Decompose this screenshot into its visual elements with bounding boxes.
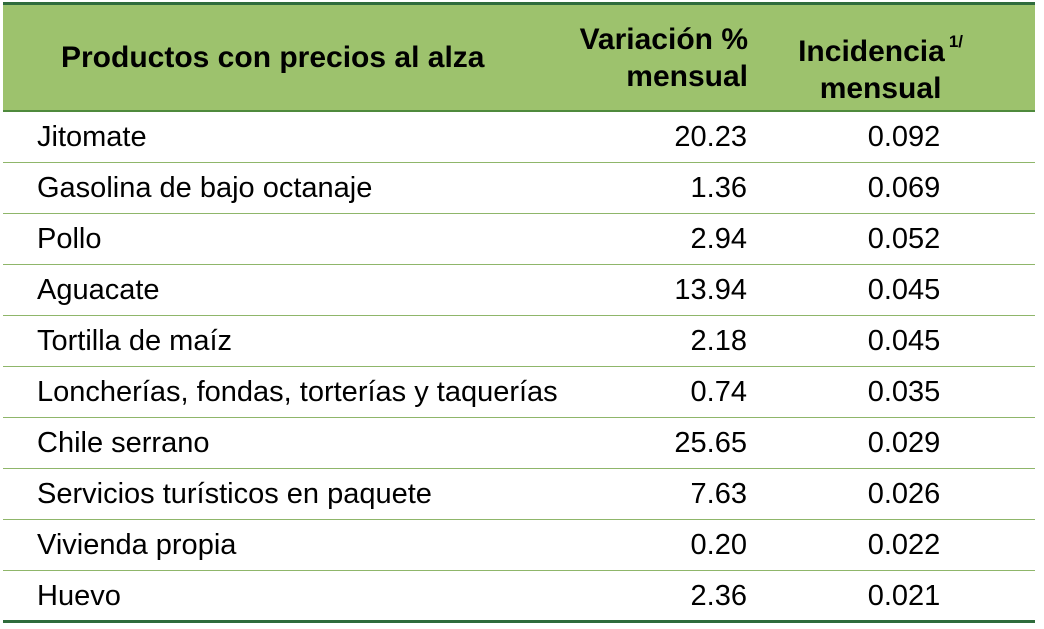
table-row: Jitomate 20.23 0.092 [3, 112, 1035, 163]
product-cell: Gasolina de bajo octanaje [37, 172, 373, 204]
header-incidence-note: 1/ [948, 32, 963, 51]
incidence-cell: 0.092 [867, 121, 941, 153]
table-row: Servicios turísticos en paquete 7.63 0.026 [3, 469, 1035, 520]
header-incidence-line2: mensual [819, 72, 942, 105]
product-cell: Tortilla de maíz [37, 325, 233, 357]
variation-cell: 2.36 [690, 580, 747, 612]
header-variation-line2: mensual [626, 60, 748, 93]
incidence-cell: 0.029 [867, 427, 941, 459]
variation-cell: 0.20 [690, 529, 747, 561]
variation-cell: 0.74 [690, 376, 747, 408]
variation-cell: 13.94 [674, 274, 747, 306]
product-cell: Jitomate [37, 121, 147, 153]
table-row: Vivienda propia 0.20 0.022 [3, 520, 1035, 571]
table-row: Tortilla de maíz 2.18 0.045 [3, 316, 1035, 367]
product-cell: Aguacate [37, 274, 160, 306]
top-rule [3, 2, 1035, 5]
header-incidence: Incidencia 1/ mensual [798, 23, 963, 107]
incidence-cell: 0.022 [867, 529, 941, 561]
product-cell: Chile serrano [37, 427, 210, 459]
incidence-cell: 0.026 [867, 478, 941, 510]
header-product: Productos con precios al alza [61, 41, 485, 74]
header-variation-line1: Variación % [579, 23, 748, 56]
product-cell: Pollo [37, 223, 102, 255]
table-header: Productos con precios al alza Variación … [3, 5, 1035, 112]
table-body: Jitomate 20.23 0.092 Gasolina de bajo octan… [0, 112, 1044, 623]
table-row: Loncherías, fondas, torterías y taquería… [3, 367, 1035, 418]
variation-cell: 2.94 [690, 223, 747, 255]
header-variation: Variación % mensual [580, 21, 748, 95]
variation-cell: 25.65 [674, 427, 747, 459]
product-cell: Loncherías, fondas, torterías y taquería… [37, 376, 558, 408]
product-cell: Servicios turísticos en paquete [37, 478, 432, 510]
table-row: Pollo 2.94 0.052 [3, 214, 1035, 265]
incidence-cell: 0.035 [867, 376, 941, 408]
incidence-cell: 0.052 [867, 223, 941, 255]
incidence-cell: 0.069 [867, 172, 941, 204]
table-row: Aguacate 13.94 0.045 [3, 265, 1035, 316]
header-incidence-line1: Incidencia [798, 35, 945, 68]
incidence-cell: 0.045 [867, 325, 941, 357]
variation-cell: 20.23 [674, 121, 747, 153]
variation-cell: 2.18 [690, 325, 747, 357]
variation-cell: 1.36 [690, 172, 747, 204]
table-row: Chile serrano 25.65 0.029 [3, 418, 1035, 469]
incidence-cell: 0.045 [867, 274, 941, 306]
table-row: Gasolina de bajo octanaje 1.36 0.069 [3, 163, 1035, 214]
product-cell: Huevo [37, 580, 121, 612]
table-row: Huevo 2.36 0.021 [3, 571, 1035, 623]
variation-cell: 7.63 [690, 478, 747, 510]
product-cell: Vivienda propia [37, 529, 237, 561]
incidence-cell: 0.021 [867, 580, 941, 612]
